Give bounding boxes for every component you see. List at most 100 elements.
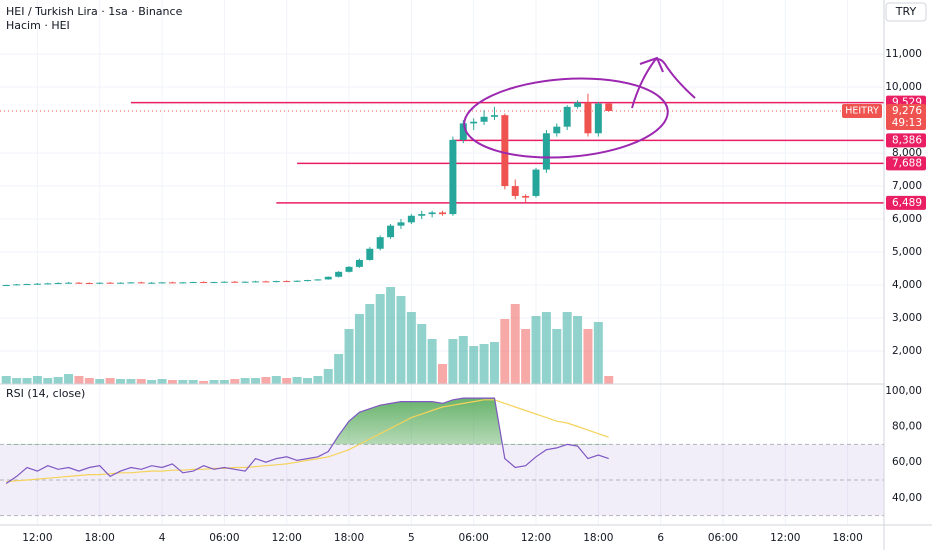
volume-title: Hacim · HEI xyxy=(6,19,70,32)
candle-body xyxy=(127,282,135,284)
candle-body xyxy=(511,186,519,196)
volume-bar xyxy=(219,380,229,384)
candle-body xyxy=(490,115,498,117)
x-tick-label: 18:00 xyxy=(583,532,613,544)
candle-body xyxy=(116,282,124,284)
candle-body xyxy=(210,282,218,284)
volume-bar xyxy=(573,316,583,384)
volume-bar xyxy=(510,304,520,384)
volume-bar xyxy=(323,369,333,384)
candle-body xyxy=(252,281,260,283)
rsi-tick-label: 80,00 xyxy=(892,421,922,433)
candle-body xyxy=(605,103,613,111)
volume-bar xyxy=(354,314,364,384)
candle-body xyxy=(335,271,343,277)
volume-bar xyxy=(64,374,74,384)
volume-bar xyxy=(313,376,323,384)
candle-body xyxy=(480,116,488,122)
volume-bar xyxy=(458,336,468,384)
candle-body xyxy=(397,222,405,226)
rsi-title: RSI (14, close) xyxy=(6,387,85,400)
candle-body xyxy=(522,195,530,198)
candle-body xyxy=(574,102,582,107)
y-tick-label: 4,000 xyxy=(892,279,922,291)
volume-bar xyxy=(292,377,302,384)
volume-bar xyxy=(334,354,344,384)
volume-bar xyxy=(396,296,406,384)
x-tick-label: 5 xyxy=(408,532,415,544)
candle-body xyxy=(262,281,270,283)
volume-bar xyxy=(521,329,531,384)
candle-body xyxy=(293,280,301,282)
candle-body xyxy=(158,282,166,284)
candle-body xyxy=(85,283,93,285)
volume-bar xyxy=(271,376,281,384)
last-price-label: 9,276 xyxy=(892,105,922,117)
candle-body xyxy=(542,133,550,170)
volume-bar xyxy=(1,376,11,384)
volume-bar xyxy=(438,364,448,384)
volume-bar xyxy=(427,339,437,384)
candle-body xyxy=(148,282,156,284)
volume-bar xyxy=(188,380,198,384)
candle-body xyxy=(355,259,363,267)
candle-body xyxy=(13,284,21,286)
volume-bar xyxy=(199,381,209,384)
candle-body xyxy=(106,282,114,284)
volume-bar xyxy=(136,379,146,384)
candle-body xyxy=(387,225,395,238)
level-label-bg xyxy=(886,156,926,171)
volume-bar xyxy=(178,380,188,384)
candle-body xyxy=(33,283,41,285)
volume-bar xyxy=(469,346,479,384)
last-price-bg xyxy=(886,103,926,130)
volume-bar xyxy=(448,339,458,384)
volume-bar xyxy=(115,379,125,384)
candle-body xyxy=(418,214,426,216)
volume-bar xyxy=(500,319,510,384)
candle-body xyxy=(584,102,592,134)
x-tick-label: 4 xyxy=(159,532,166,544)
volume-bar xyxy=(552,329,562,384)
candle-body xyxy=(283,281,291,283)
candle-body xyxy=(96,282,104,284)
candle-body xyxy=(44,283,52,285)
y-tick-label: 8,000 xyxy=(892,147,922,159)
drawing xyxy=(463,56,696,159)
candle-body xyxy=(23,284,31,286)
x-tick-label: 06:00 xyxy=(708,532,738,544)
rsi-overbought-fill xyxy=(6,398,609,445)
level-label-bg xyxy=(886,133,926,148)
candle-body xyxy=(220,281,228,283)
level-label-bg xyxy=(886,195,926,210)
volume-bar xyxy=(531,316,541,384)
level-label: 7,688 xyxy=(892,157,922,169)
volume-bar xyxy=(95,379,105,384)
candle-body xyxy=(459,123,467,140)
volume-bar xyxy=(105,378,115,384)
candle-body xyxy=(314,279,322,281)
x-tick-label: 12:00 xyxy=(22,532,52,544)
candle-body xyxy=(2,285,10,287)
currency-button[interactable] xyxy=(885,2,927,22)
level-label: 6,489 xyxy=(892,197,922,209)
title: HEI / Turkish Lira · 1sa · Binance xyxy=(6,5,183,18)
symbol-label: HEITRY xyxy=(845,105,879,116)
volume-bar xyxy=(157,379,167,384)
volume-bar xyxy=(240,378,250,384)
candle-body xyxy=(366,248,374,260)
candle-body xyxy=(168,282,176,284)
currency[interactable]: TRY xyxy=(895,5,917,18)
volume-bar xyxy=(32,376,42,384)
candle-body xyxy=(345,266,353,272)
candle-body xyxy=(470,121,478,124)
volume-bar xyxy=(417,324,427,384)
volume-bar xyxy=(604,376,614,384)
volume-bar xyxy=(251,378,261,384)
candle-body xyxy=(553,126,561,134)
x-tick-label: 06:00 xyxy=(459,532,489,544)
candle-body xyxy=(428,212,436,215)
volume-bar xyxy=(22,378,32,384)
candle-body xyxy=(532,169,540,196)
